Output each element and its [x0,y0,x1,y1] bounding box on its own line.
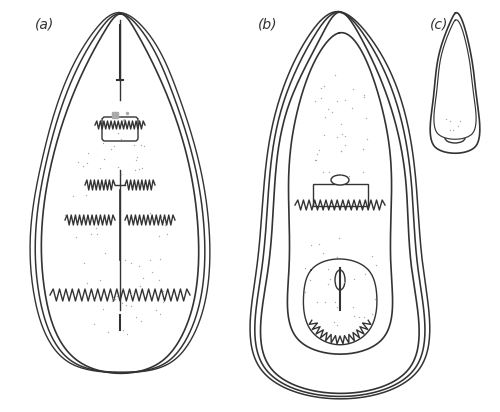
FancyBboxPatch shape [102,117,138,141]
Text: (c): (c) [430,17,448,31]
Ellipse shape [331,175,349,185]
Text: (b): (b) [258,17,278,31]
Ellipse shape [335,270,345,290]
Text: (a): (a) [35,17,54,31]
Bar [312,184,368,206]
